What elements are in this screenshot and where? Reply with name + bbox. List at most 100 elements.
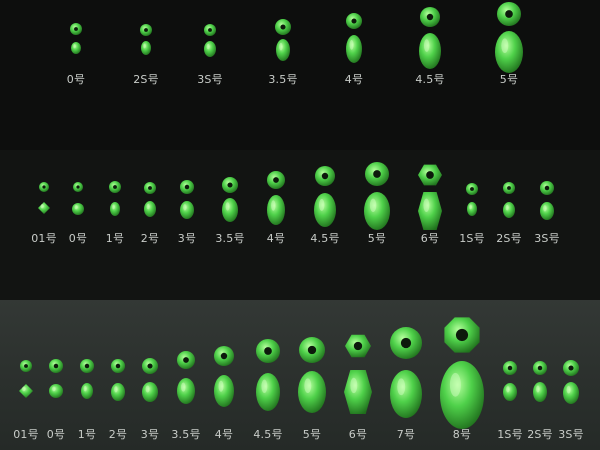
bead-side-view: [467, 202, 477, 216]
bead-size-label: 6号: [420, 232, 440, 245]
bead-side-view: [390, 370, 422, 418]
bead-hole: [273, 177, 279, 183]
bead-1-4: [275, 19, 291, 61]
bead-side-view: [72, 203, 84, 215]
photo-band-bottom: [0, 300, 600, 450]
bead-side-view: [276, 39, 290, 61]
bead-size-label: 5号: [367, 232, 387, 245]
bead-2-3: [109, 181, 121, 216]
bead-side-view: [344, 370, 372, 414]
bead-size-label: 4.5号: [253, 428, 283, 441]
bead-3-7: [214, 346, 234, 407]
bead-highlight: [146, 203, 150, 210]
bead-side-view: [222, 198, 238, 222]
bead-size-label: 0号: [68, 232, 88, 245]
bead-2-7: [267, 171, 285, 225]
bead-hole: [426, 13, 434, 21]
bead-highlight: [423, 198, 430, 212]
bead-side-view: [214, 375, 234, 407]
photo-band-top: [0, 0, 600, 150]
bead-highlight: [397, 378, 406, 396]
bead-size-label: 7号: [396, 428, 416, 441]
bead-hole: [470, 187, 474, 191]
bead-size-label: 1号: [77, 428, 97, 441]
bead-hole: [568, 365, 574, 371]
bead-highlight: [206, 43, 210, 50]
bead-size-label: 3.5号: [268, 73, 298, 86]
bead-2-6: [222, 177, 238, 222]
bead-side-view: [418, 192, 442, 230]
bead-size-label: 6号: [348, 428, 368, 441]
bead-highlight: [505, 204, 509, 211]
bead-size-label: 2S号: [496, 232, 522, 245]
bead-highlight: [73, 44, 76, 49]
bead-side-view: [111, 383, 125, 401]
bead-side-view: [177, 378, 195, 404]
bead-highlight: [83, 385, 87, 392]
bead-hole: [353, 341, 363, 351]
bead-hole: [42, 185, 46, 189]
bead-3-5: [142, 358, 158, 402]
bead-hole: [537, 365, 543, 371]
bead-side-view: [346, 35, 362, 63]
bead-2-1: [38, 182, 50, 214]
bead-hole: [24, 364, 28, 368]
bead-1-7: [495, 2, 523, 73]
bead-highlight: [543, 205, 547, 212]
bead-highlight: [566, 385, 571, 394]
bead-2-9: [364, 162, 390, 230]
bead-hole: [220, 352, 228, 360]
bead-1-3: [204, 24, 216, 57]
bead-1-1: [70, 23, 82, 54]
bead-side-view: [440, 361, 484, 429]
bead-hole: [426, 171, 434, 179]
bead-size-label: 3.5号: [171, 428, 201, 441]
bead-side-view: [38, 202, 50, 214]
bead-size-label: 2S号: [527, 428, 553, 441]
bead-highlight: [114, 386, 118, 393]
bead-side-view: [503, 202, 515, 218]
bead-size-label: 4号: [344, 73, 364, 86]
bead-3-4: [111, 359, 125, 401]
bead-side-view: [256, 373, 280, 411]
bead-size-label: 3号: [177, 232, 197, 245]
bead-hole: [208, 28, 212, 32]
photo-band-middle: [0, 150, 600, 300]
bead-3-2: [49, 359, 63, 398]
bead-hole: [507, 365, 513, 371]
bead-highlight: [225, 202, 230, 211]
bead-highlight: [112, 204, 115, 210]
bead-2-12: [503, 182, 515, 218]
bead-side-view: [503, 383, 517, 401]
bead-highlight: [506, 386, 510, 393]
bead-hole: [74, 27, 78, 31]
bead-highlight: [52, 386, 56, 392]
bead-hole: [184, 184, 190, 190]
bead-side-view: [298, 371, 326, 413]
bead-size-label: 5号: [302, 428, 322, 441]
bead-highlight: [271, 200, 276, 211]
bead-hole: [76, 185, 80, 189]
bead-side-view: [563, 382, 579, 404]
bead-side-view: [81, 383, 93, 399]
bead-hole: [307, 345, 317, 355]
bead-hole: [53, 363, 59, 369]
bead-size-label: 8号: [452, 428, 472, 441]
bead-1-6: [419, 7, 441, 69]
bead-3-9: [298, 337, 326, 413]
bead-size-label: 3S号: [197, 73, 223, 86]
bead-side-view: [49, 384, 63, 398]
bead-3-15: [563, 360, 579, 404]
bead-3-14: [533, 361, 547, 402]
bead-highlight: [74, 205, 78, 210]
bead-2-11: [466, 183, 478, 216]
bead-hole: [227, 182, 233, 188]
bead-2-10: [418, 164, 442, 230]
bead-highlight: [501, 38, 509, 54]
bead-1-2: [140, 24, 152, 55]
bead-size-label: 3S号: [534, 232, 560, 245]
bead-3-11: [390, 327, 422, 418]
bead-hole: [400, 337, 412, 349]
bead-size-label: 1号: [105, 232, 125, 245]
